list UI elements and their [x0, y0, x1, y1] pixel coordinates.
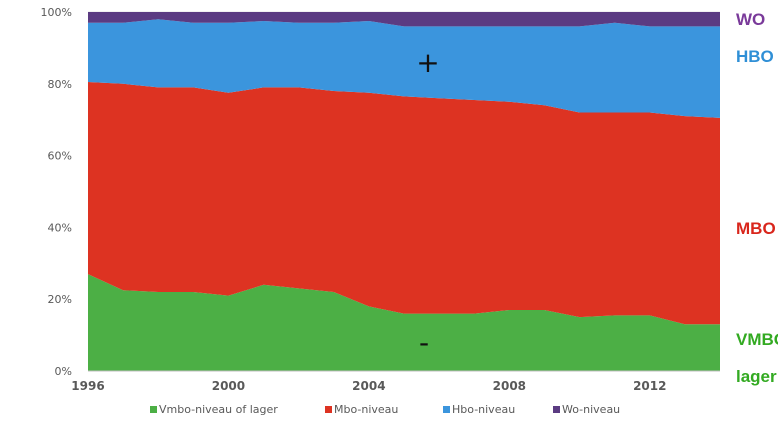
x-axis: 1996 2000 2004 2008 2012	[71, 379, 666, 393]
x-tick-label: 1996	[71, 379, 104, 393]
y-tick-label: 40%	[48, 221, 72, 234]
area-series-4	[88, 12, 720, 27]
y-axis: 0% 20% 40% 60% 80% 100%	[41, 6, 72, 378]
legend-label: Mbo-niveau	[334, 403, 398, 416]
side-label-lager: lager	[736, 367, 777, 386]
y-tick-label: 100%	[41, 6, 72, 19]
legend-swatch	[150, 406, 157, 413]
legend-label: Hbo-niveau	[452, 403, 515, 416]
area-series-3	[88, 19, 720, 118]
y-tick-label: 60%	[48, 150, 72, 163]
y-tick-label: 20%	[48, 293, 72, 306]
side-label-vmbo: VMBO of	[736, 330, 778, 349]
y-tick-label: 0%	[55, 365, 72, 378]
x-tick-label: 2008	[493, 379, 526, 393]
plus-annotation: +	[416, 46, 439, 79]
legend-swatch	[325, 406, 332, 413]
x-tick-label: 2004	[352, 379, 385, 393]
legend-label: Wo-niveau	[562, 403, 620, 416]
side-labels: WO HBO MBO VMBO of lager	[736, 10, 778, 386]
y-tick-label: 80%	[48, 78, 72, 91]
side-label-mbo: MBO	[736, 219, 776, 238]
area-series-1	[88, 274, 720, 371]
x-tick-label: 2012	[633, 379, 666, 393]
area-series-2	[88, 82, 720, 325]
side-label-hbo: HBO	[736, 47, 774, 66]
x-tick-label: 2000	[212, 379, 245, 393]
legend: Vmbo-niveau of lager Mbo-niveau Hbo-niveau…	[150, 403, 620, 416]
minus-annotation: -	[419, 326, 429, 359]
legend-swatch	[553, 406, 560, 413]
legend-swatch	[443, 406, 450, 413]
stacked-areas	[88, 12, 720, 371]
legend-label: Vmbo-niveau of lager	[159, 403, 278, 416]
side-label-wo: WO	[736, 10, 765, 29]
